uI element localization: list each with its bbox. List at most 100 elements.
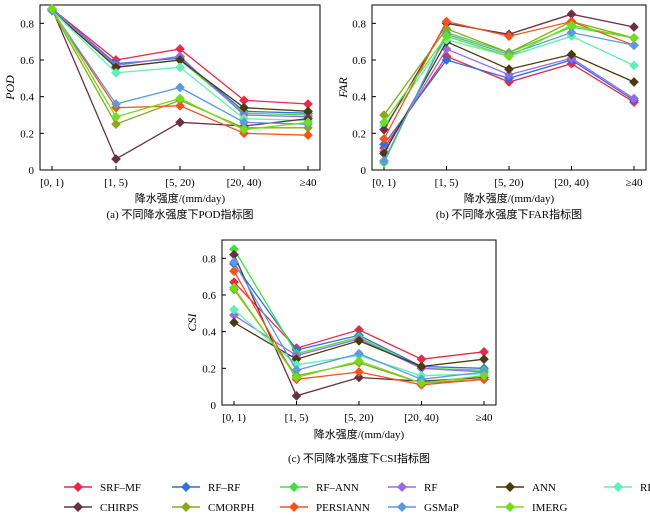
y-tick-label: 0.2	[352, 128, 366, 140]
data-point	[566, 27, 577, 38]
data-point	[629, 60, 639, 71]
legend-item-RF–MEP: RF–MEP	[604, 482, 650, 494]
data-point	[479, 370, 489, 381]
data-point	[354, 372, 364, 383]
x-tick-label: [5, 20)	[344, 412, 374, 424]
data-point	[291, 372, 302, 383]
data-point	[441, 31, 452, 42]
x-tick-label: [20, 40)	[227, 177, 262, 189]
data-point	[379, 117, 389, 128]
data-point	[629, 33, 639, 43]
x-tick-label: ≥40	[475, 412, 493, 424]
data-point	[239, 102, 249, 113]
x-tick-label: [1, 5)	[104, 177, 128, 189]
legend-label: RF–MEP	[640, 482, 650, 494]
data-point	[175, 62, 185, 73]
y-tick-label: 0.4	[20, 92, 34, 104]
series-line	[233, 281, 485, 360]
data-point	[504, 31, 514, 42]
legend-item-RF: RF	[388, 482, 437, 494]
y-axis-label: FAR	[336, 77, 350, 99]
x-tick-label: [5, 20)	[165, 177, 195, 189]
chart-pod: 0 0.2 0.4 0.6 0.8 [0, 1) [1, 5) [5, 20) [20, 40)…	[3, 3, 321, 221]
legend-item-GSMaP: GSMaP	[388, 502, 459, 514]
data-point	[175, 82, 185, 93]
data-point	[47, 3, 57, 14]
legend-item-IMERG: IMERG	[496, 502, 568, 514]
data-point	[354, 367, 364, 377]
data-point	[175, 93, 185, 104]
legend-label: ANN	[532, 482, 556, 494]
legend-swatch-marker	[73, 482, 83, 492]
legend-label: GSMaP	[424, 502, 459, 514]
x-tick-label: [20, 40)	[554, 177, 589, 189]
data-point	[291, 390, 302, 401]
legend-item-CHIRPS: CHIRPS	[64, 502, 139, 514]
data-point	[111, 119, 121, 130]
data-point	[303, 130, 313, 141]
series-IMERG	[379, 20, 639, 128]
chart-caption: (a) 不同降水强度下POD指标图	[107, 207, 254, 221]
legend-item-CMORPH: CMORPH	[172, 502, 255, 514]
data-point	[504, 69, 514, 80]
legend-label: RF	[424, 482, 437, 494]
legend-item-RF–RF: RF–RF	[172, 482, 240, 494]
x-tick-label: [0, 1)	[372, 177, 396, 189]
data-point	[239, 124, 249, 135]
data-point	[354, 335, 364, 346]
y-tick-label: 0.8	[202, 253, 216, 265]
data-point	[229, 266, 239, 277]
data-point	[229, 304, 239, 315]
legend-swatch-marker	[289, 482, 299, 492]
data-point	[111, 99, 121, 109]
series-IMERG	[229, 282, 489, 388]
data-point	[175, 117, 185, 128]
data-point	[379, 155, 389, 166]
data-point	[504, 51, 514, 62]
y-tick-label: 0.8	[20, 18, 34, 30]
legend-label: PERSIANN	[316, 502, 370, 514]
data-point	[111, 154, 121, 164]
data-point	[111, 111, 121, 122]
data-point	[354, 356, 364, 366]
x-tick-label: [1, 5)	[285, 412, 309, 424]
y-tick-label: 0	[29, 165, 35, 177]
data-point	[229, 317, 239, 328]
data-point	[629, 77, 639, 87]
y-tick-label: 0	[211, 400, 217, 412]
legend-item-SRF–MF: SRF–MF	[64, 482, 141, 494]
y-tick-label: 0.6	[202, 290, 216, 302]
y-axis-label: CSI	[185, 312, 199, 331]
x-tick-label: ≥40	[299, 177, 317, 189]
data-point	[111, 67, 121, 78]
legend-item-RF–ANN: RF–ANN	[280, 482, 359, 494]
x-tick-label: ≥40	[625, 177, 643, 189]
y-tick-label: 0.2	[20, 128, 34, 140]
data-point	[441, 55, 452, 65]
x-tick-label: [0, 1)	[40, 177, 64, 189]
x-tick-label: [0, 1)	[222, 412, 246, 424]
legend-swatch-marker	[397, 482, 407, 492]
y-tick-label: 0.4	[202, 327, 216, 339]
legend-label: IMERG	[532, 502, 568, 514]
data-point	[175, 100, 185, 111]
x-axis-label: 降水强度/(mm/day)	[135, 191, 226, 205]
y-tick-label: 0	[361, 165, 367, 177]
legend-label: RF–RF	[208, 482, 240, 494]
x-tick-label: [20, 40)	[404, 412, 439, 424]
legend-label: RF–ANN	[316, 482, 359, 494]
data-point	[379, 133, 389, 144]
data-point	[629, 93, 639, 104]
series-IMERG	[47, 3, 313, 135]
legend-swatch-marker	[613, 482, 623, 492]
legend-swatch-marker	[397, 502, 407, 512]
x-axis-label: 降水强度/(mm/day)	[314, 427, 405, 441]
legend-swatch-marker	[289, 502, 299, 512]
y-tick-label: 0.8	[352, 18, 366, 30]
data-point	[441, 16, 452, 27]
legend-swatch-marker	[181, 482, 191, 492]
legend-label: CMORPH	[208, 502, 255, 514]
legend-item-ANN: ANN	[496, 482, 556, 494]
y-tick-label: 0.4	[352, 92, 366, 104]
